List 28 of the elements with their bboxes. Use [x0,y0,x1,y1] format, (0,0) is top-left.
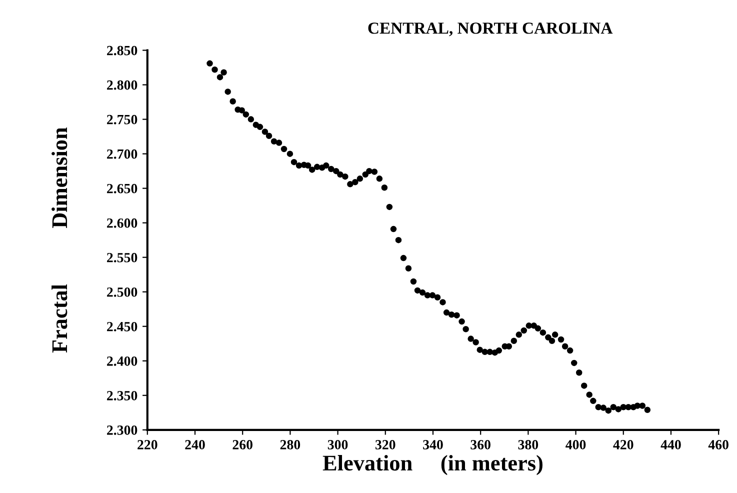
y-tick-label: 2.350 [107,390,138,400]
x-tick-label: 220 [138,440,158,450]
y-tick-label: 2.550 [107,252,138,262]
y-axis-title: Fractal Dimension [52,127,68,353]
x-tick-label: 240 [185,440,205,450]
y-tick-label: 2.400 [107,356,138,366]
y-tick-label: 2.600 [107,218,138,228]
x-axis-title: Elevation (in meters) [322,454,542,476]
x-tick-label: 460 [708,440,728,450]
y-tick-label: 2.500 [107,287,138,297]
chart-title: CENTRAL, NORTH CAROLINA [368,22,613,36]
y-tick-label: 2.450 [107,322,138,332]
x-tick-label: 280 [280,440,300,450]
x-tick-label: 420 [613,440,634,450]
y-tick-label: 2.300 [107,425,138,435]
x-tick-label: 300 [328,440,348,450]
x-tick-label: 440 [660,440,681,450]
x-tick-label: 320 [375,440,396,450]
y-tick-label: 2.850 [107,46,138,56]
y-tick-label: 2.650 [107,184,138,194]
x-tick-label: 260 [232,440,252,450]
x-tick-label: 380 [518,440,538,450]
x-tick-label: 340 [423,440,443,450]
x-tick-label: 400 [566,440,586,450]
y-tick-label: 2.800 [107,80,138,90]
y-tick-label: 2.750 [107,114,138,124]
y-tick-label: 2.700 [107,149,138,159]
x-tick-label: 360 [470,440,490,450]
